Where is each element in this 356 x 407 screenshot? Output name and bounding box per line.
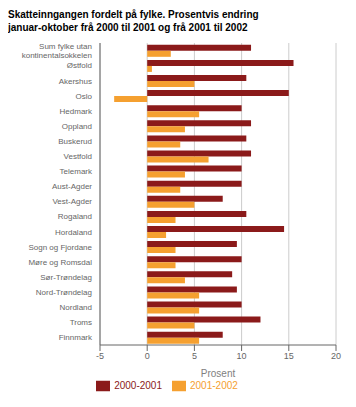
svg-text:Oslo: Oslo — [76, 92, 93, 101]
svg-text:Prosent: Prosent — [201, 368, 236, 379]
svg-text:Vestfold: Vestfold — [64, 152, 92, 161]
svg-text:Østfold: Østfold — [67, 61, 92, 70]
svg-text:Nordland: Nordland — [60, 303, 92, 312]
svg-text:Aust-Agder: Aust-Agder — [52, 182, 92, 191]
svg-text:Rogaland: Rogaland — [58, 212, 92, 221]
svg-text:Sum fylke utankontinentalsokke: Sum fylke utankontinentalsokkelen — [22, 42, 92, 60]
html-text:Skatteinngangen fordelt på fyl: Skatteinngangen fordelt på fylke. Prosen… — [8, 9, 259, 20]
svg-text:Oppland: Oppland — [62, 122, 92, 131]
svg-text:Troms: Troms — [70, 318, 92, 327]
svg-text:10: 10 — [237, 351, 247, 361]
svg-text:Hordaland: Hordaland — [55, 228, 92, 237]
svg-text:Hedmark: Hedmark — [60, 107, 93, 116]
svg-text:15: 15 — [284, 351, 294, 361]
svg-text:-5: -5 — [96, 351, 104, 361]
svg-text:5: 5 — [192, 351, 197, 361]
svg-text:Sør-Trøndelag: Sør-Trøndelag — [40, 273, 92, 282]
svg-text:Buskerud: Buskerud — [58, 137, 92, 146]
svg-text:Akershus: Akershus — [59, 77, 92, 86]
svg-text:Sogn og Fjordane: Sogn og Fjordane — [28, 243, 92, 252]
svg-text:Finnmark: Finnmark — [59, 333, 93, 342]
svg-text:0: 0 — [145, 351, 150, 361]
svg-text:Telemark: Telemark — [60, 167, 93, 176]
html-text:januar-oktober frå 2000 til 20: januar-oktober frå 2000 til 2001 og frå … — [8, 22, 248, 33]
html-text:2001-2002: 2001-2002 — [190, 379, 238, 391]
svg-text:Møre og Romsdal: Møre og Romsdal — [28, 258, 92, 267]
html-text:2000-2001: 2000-2001 — [114, 379, 162, 391]
svg-text:Vest-Agder: Vest-Agder — [52, 197, 92, 206]
svg-text:Nord-Trøndelag: Nord-Trøndelag — [36, 288, 92, 297]
svg-text:20: 20 — [331, 351, 341, 361]
